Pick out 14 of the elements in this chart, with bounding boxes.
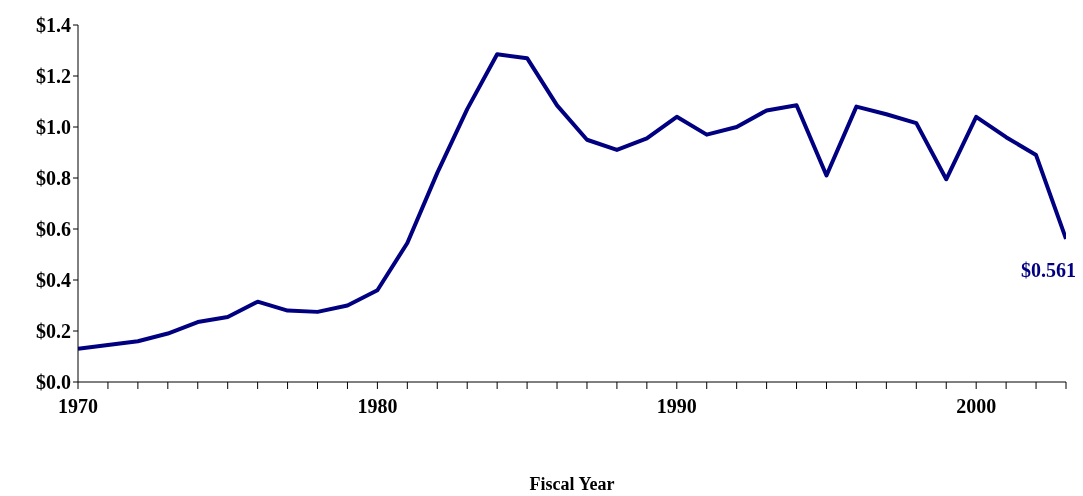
x-tick-label: 1980 — [357, 395, 398, 418]
y-tick-label: $1.0 — [36, 116, 71, 139]
y-tick-label: $1.2 — [36, 65, 71, 88]
y-tick-label: $1.4 — [36, 14, 71, 37]
y-tick-label: $0.2 — [36, 320, 71, 343]
y-tick-label: $0.6 — [36, 218, 71, 241]
y-tick-label: $0.8 — [36, 167, 71, 190]
y-tick-label: $0.4 — [36, 269, 71, 292]
x-tick-label: 1970 — [58, 395, 98, 418]
x-axis-title: Fiscal Year — [529, 474, 615, 494]
y-tick-label: $0.0 — [36, 371, 71, 394]
x-tick-label: 2000 — [956, 395, 997, 418]
annotation: $0.561 — [1021, 258, 1076, 281]
x-tick-label: 1990 — [656, 395, 697, 418]
